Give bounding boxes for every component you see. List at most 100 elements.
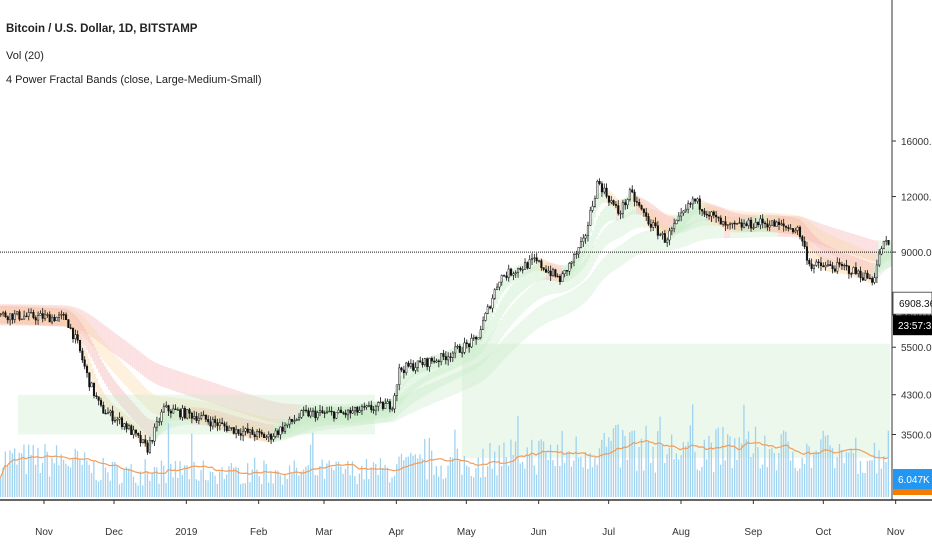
volume-bar	[813, 452, 815, 497]
band-segment	[854, 256, 857, 275]
band-segment	[460, 344, 463, 358]
candle	[784, 225, 788, 231]
candle	[127, 423, 130, 430]
band-segment	[590, 250, 593, 270]
band-segment	[372, 404, 375, 424]
band-segment	[836, 238, 839, 258]
band-segment	[470, 343, 473, 361]
band-segment	[172, 369, 175, 391]
band-segment	[272, 401, 275, 423]
volume-bar	[745, 439, 747, 497]
volume-bar	[368, 479, 370, 497]
band-segment	[186, 399, 189, 419]
band-segment	[438, 368, 441, 388]
volume-bar	[528, 455, 531, 497]
band-segment	[426, 384, 429, 407]
band-segment	[438, 379, 441, 402]
volume-bar	[7, 466, 9, 497]
band-segment	[386, 399, 389, 418]
band-segment	[658, 211, 661, 231]
volume-bar	[107, 472, 109, 497]
band-segment	[392, 395, 395, 410]
band-segment	[694, 221, 697, 243]
band-segment	[578, 264, 581, 285]
candle	[857, 269, 860, 278]
band-segment	[108, 347, 111, 368]
candle	[169, 408, 172, 419]
band-segment	[560, 268, 563, 283]
band-segment	[86, 332, 89, 350]
volume-bar	[785, 431, 787, 497]
candle	[277, 428, 280, 438]
volume-bar	[678, 459, 680, 497]
band-segment	[368, 403, 371, 421]
band-segment	[658, 219, 661, 234]
band-segment	[534, 257, 537, 271]
volume-bar	[286, 479, 288, 497]
volume-bar	[330, 467, 333, 497]
band-segment	[550, 275, 553, 295]
band-segment	[488, 310, 491, 325]
band-segment	[528, 268, 531, 287]
volume-bar	[824, 435, 827, 497]
band-segment	[552, 298, 555, 321]
band-segment	[888, 239, 891, 261]
candle	[311, 407, 315, 418]
band-segment	[518, 323, 521, 345]
band-segment	[604, 189, 607, 203]
volume-bar	[160, 460, 163, 497]
band-segment	[52, 306, 55, 326]
band-segment	[294, 404, 297, 426]
band-segment	[594, 224, 597, 243]
volume-bar	[535, 474, 538, 497]
candle	[400, 366, 403, 373]
band-segment	[152, 419, 155, 438]
band-segment	[402, 391, 405, 412]
band-segment	[614, 196, 617, 210]
candle	[20, 318, 23, 321]
band-segment	[504, 337, 507, 359]
volume-bar	[855, 437, 857, 497]
volume-bar	[710, 442, 712, 497]
band-segment	[540, 262, 543, 281]
band-segment	[116, 383, 119, 402]
candle	[458, 343, 461, 353]
band-segment	[524, 272, 527, 290]
band-segment	[420, 359, 423, 373]
band-segment	[362, 403, 365, 425]
volume-bar	[810, 468, 813, 497]
band-segment	[562, 273, 565, 293]
candle	[740, 218, 743, 231]
candle	[106, 407, 110, 415]
band-segment	[88, 358, 91, 372]
band-segment	[866, 250, 869, 270]
volume-bar	[494, 451, 496, 497]
volume-bar	[803, 463, 806, 497]
band-segment	[142, 431, 145, 446]
volume-bar	[414, 454, 416, 497]
band-segment	[506, 291, 509, 309]
band-segment	[574, 267, 577, 287]
band-segment	[118, 359, 121, 379]
band-segment	[178, 406, 181, 420]
band-segment	[422, 358, 425, 373]
band-segment	[202, 379, 205, 401]
volume-bar	[16, 464, 18, 497]
volume-bar	[351, 461, 354, 497]
band-segment	[460, 357, 463, 377]
band-segment	[72, 313, 75, 331]
candle	[822, 262, 825, 268]
band-segment	[488, 354, 491, 376]
candle	[335, 412, 338, 420]
candle	[302, 406, 305, 417]
volume-bar	[799, 468, 801, 497]
candle	[279, 426, 282, 440]
band-segment	[416, 370, 419, 388]
candle	[803, 236, 806, 250]
band-segment	[98, 383, 101, 398]
band-segment	[6, 304, 9, 326]
band-segment	[70, 308, 73, 329]
band-segment	[412, 373, 415, 391]
band-segment	[132, 402, 135, 420]
